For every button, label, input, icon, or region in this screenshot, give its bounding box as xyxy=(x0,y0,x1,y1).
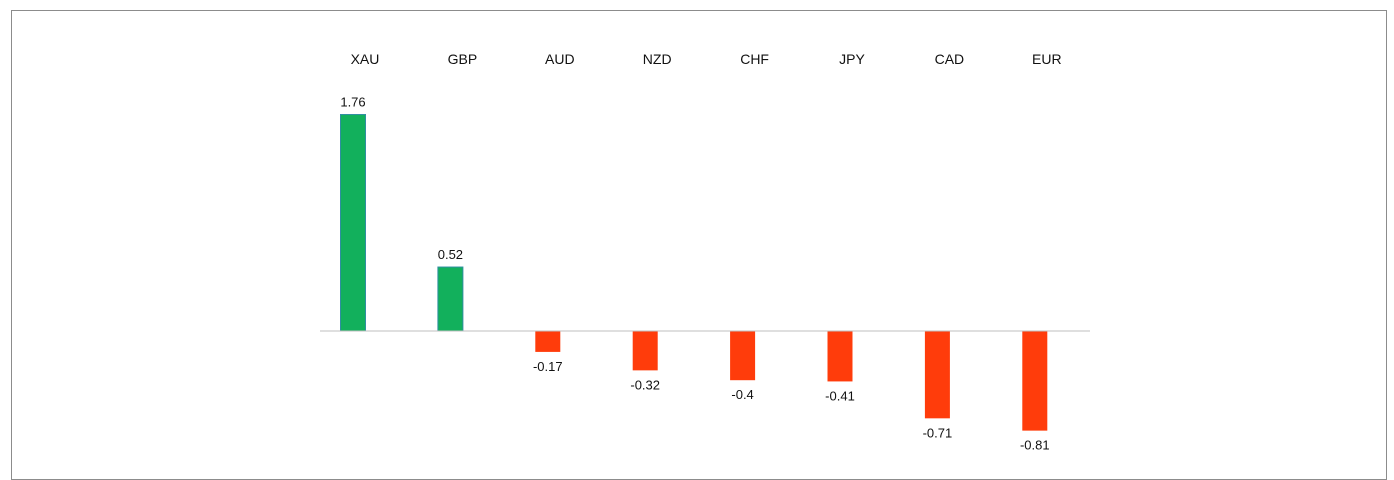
value-label-eur: -0.81 xyxy=(1020,438,1050,453)
value-label-nzd: -0.32 xyxy=(630,377,660,392)
chart-frame xyxy=(11,10,1387,480)
bar-aud xyxy=(535,331,561,352)
bar-chart: XAU GBP AUD NZD CHF JPY CAD EUR 1.76 0.52 -0.17 -0… xyxy=(320,51,1090,453)
value-label-xau: 1.76 xyxy=(340,95,365,110)
category-label-cad: CAD xyxy=(935,51,965,67)
bars xyxy=(340,114,1048,431)
bar-jpy xyxy=(827,331,853,382)
category-label-gbp: GBP xyxy=(448,51,478,67)
value-label-aud: -0.17 xyxy=(533,359,563,374)
bar-gbp xyxy=(437,266,464,332)
category-labels: XAU GBP AUD NZD CHF JPY CAD EUR xyxy=(351,51,1062,67)
value-label-cad: -0.71 xyxy=(923,425,953,440)
category-label-eur: EUR xyxy=(1032,51,1062,67)
value-label-gbp: 0.52 xyxy=(438,247,463,262)
category-label-nzd: NZD xyxy=(643,51,672,67)
bar-chf xyxy=(730,331,756,381)
bar-nzd xyxy=(632,331,658,371)
bar-eur xyxy=(1022,331,1048,431)
value-label-chf: -0.4 xyxy=(731,387,753,402)
bar-cad xyxy=(924,331,950,419)
category-label-aud: AUD xyxy=(545,51,575,67)
category-label-xau: XAU xyxy=(351,51,380,67)
value-label-jpy: -0.41 xyxy=(825,388,855,403)
category-label-jpy: JPY xyxy=(839,51,865,67)
bar-xau xyxy=(340,114,366,332)
value-labels: 1.76 0.52 -0.17 -0.32 -0.4 -0.41 -0.71 -0.81 xyxy=(340,95,1049,453)
category-label-chf: CHF xyxy=(740,51,769,67)
